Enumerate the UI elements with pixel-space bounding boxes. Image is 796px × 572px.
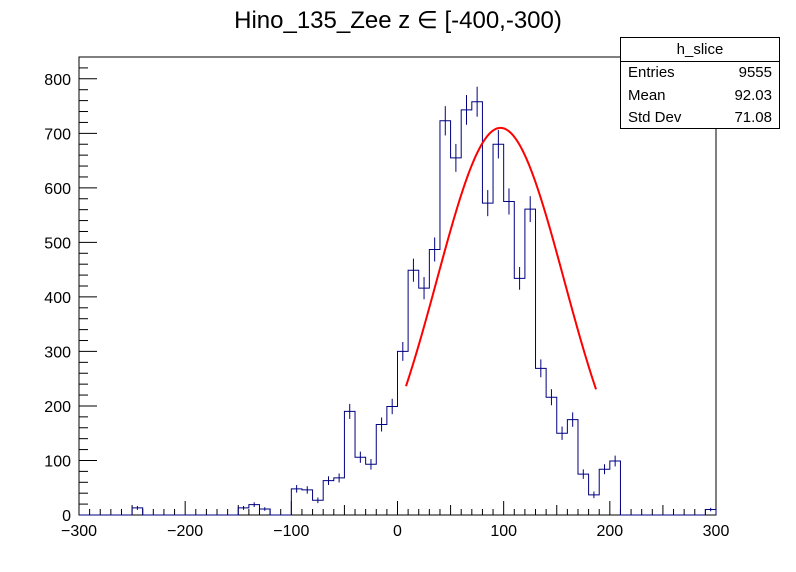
stats-row-entries: Entries 9555 xyxy=(621,62,779,85)
y-tick-label: 200 xyxy=(44,399,71,416)
x-tick-label: 0 xyxy=(393,523,402,540)
stats-box: h_slice Entries 9555 Mean 92.03 Std Dev … xyxy=(620,37,780,129)
x-tick-label: −200 xyxy=(167,523,203,540)
y-tick-label: 300 xyxy=(44,344,71,361)
stats-label: Mean xyxy=(628,86,666,104)
y-tick-label: 600 xyxy=(44,181,71,198)
axes-group: −300 −200 −100 0 100 200 300 0 100 200 300 400 500 60… xyxy=(44,56,730,540)
y-tick-label: 400 xyxy=(44,290,71,307)
chart-title: Hino_135_Zee z ∈ [-400,-300) xyxy=(234,7,562,34)
y-tick-label: 500 xyxy=(44,235,71,252)
y-tick-label: 100 xyxy=(44,453,71,470)
x-tick-label: 300 xyxy=(703,523,730,540)
error-bars-group xyxy=(136,86,712,512)
stats-value: 9555 xyxy=(738,64,772,81)
x-tick-label: −100 xyxy=(273,523,309,540)
stats-value: 92.03 xyxy=(734,86,772,104)
x-tick-label: −300 xyxy=(61,523,97,540)
y-tick-label: 0 xyxy=(62,508,71,525)
stats-label: Entries xyxy=(628,64,675,81)
stats-label: Std Dev xyxy=(628,109,682,126)
histogram-line xyxy=(79,101,717,516)
x-tick-label: 100 xyxy=(490,523,517,540)
fit-curve xyxy=(405,126,597,390)
x-tick-label: 200 xyxy=(596,523,623,540)
y-tick-label: 700 xyxy=(44,126,71,143)
stats-row-mean: Mean 92.03 xyxy=(621,85,779,108)
y-tick-label: 800 xyxy=(44,72,71,89)
stats-row-stddev: Std Dev 71.08 xyxy=(621,107,779,130)
stats-value: 71.08 xyxy=(734,109,772,126)
stats-title: h_slice xyxy=(621,38,779,62)
